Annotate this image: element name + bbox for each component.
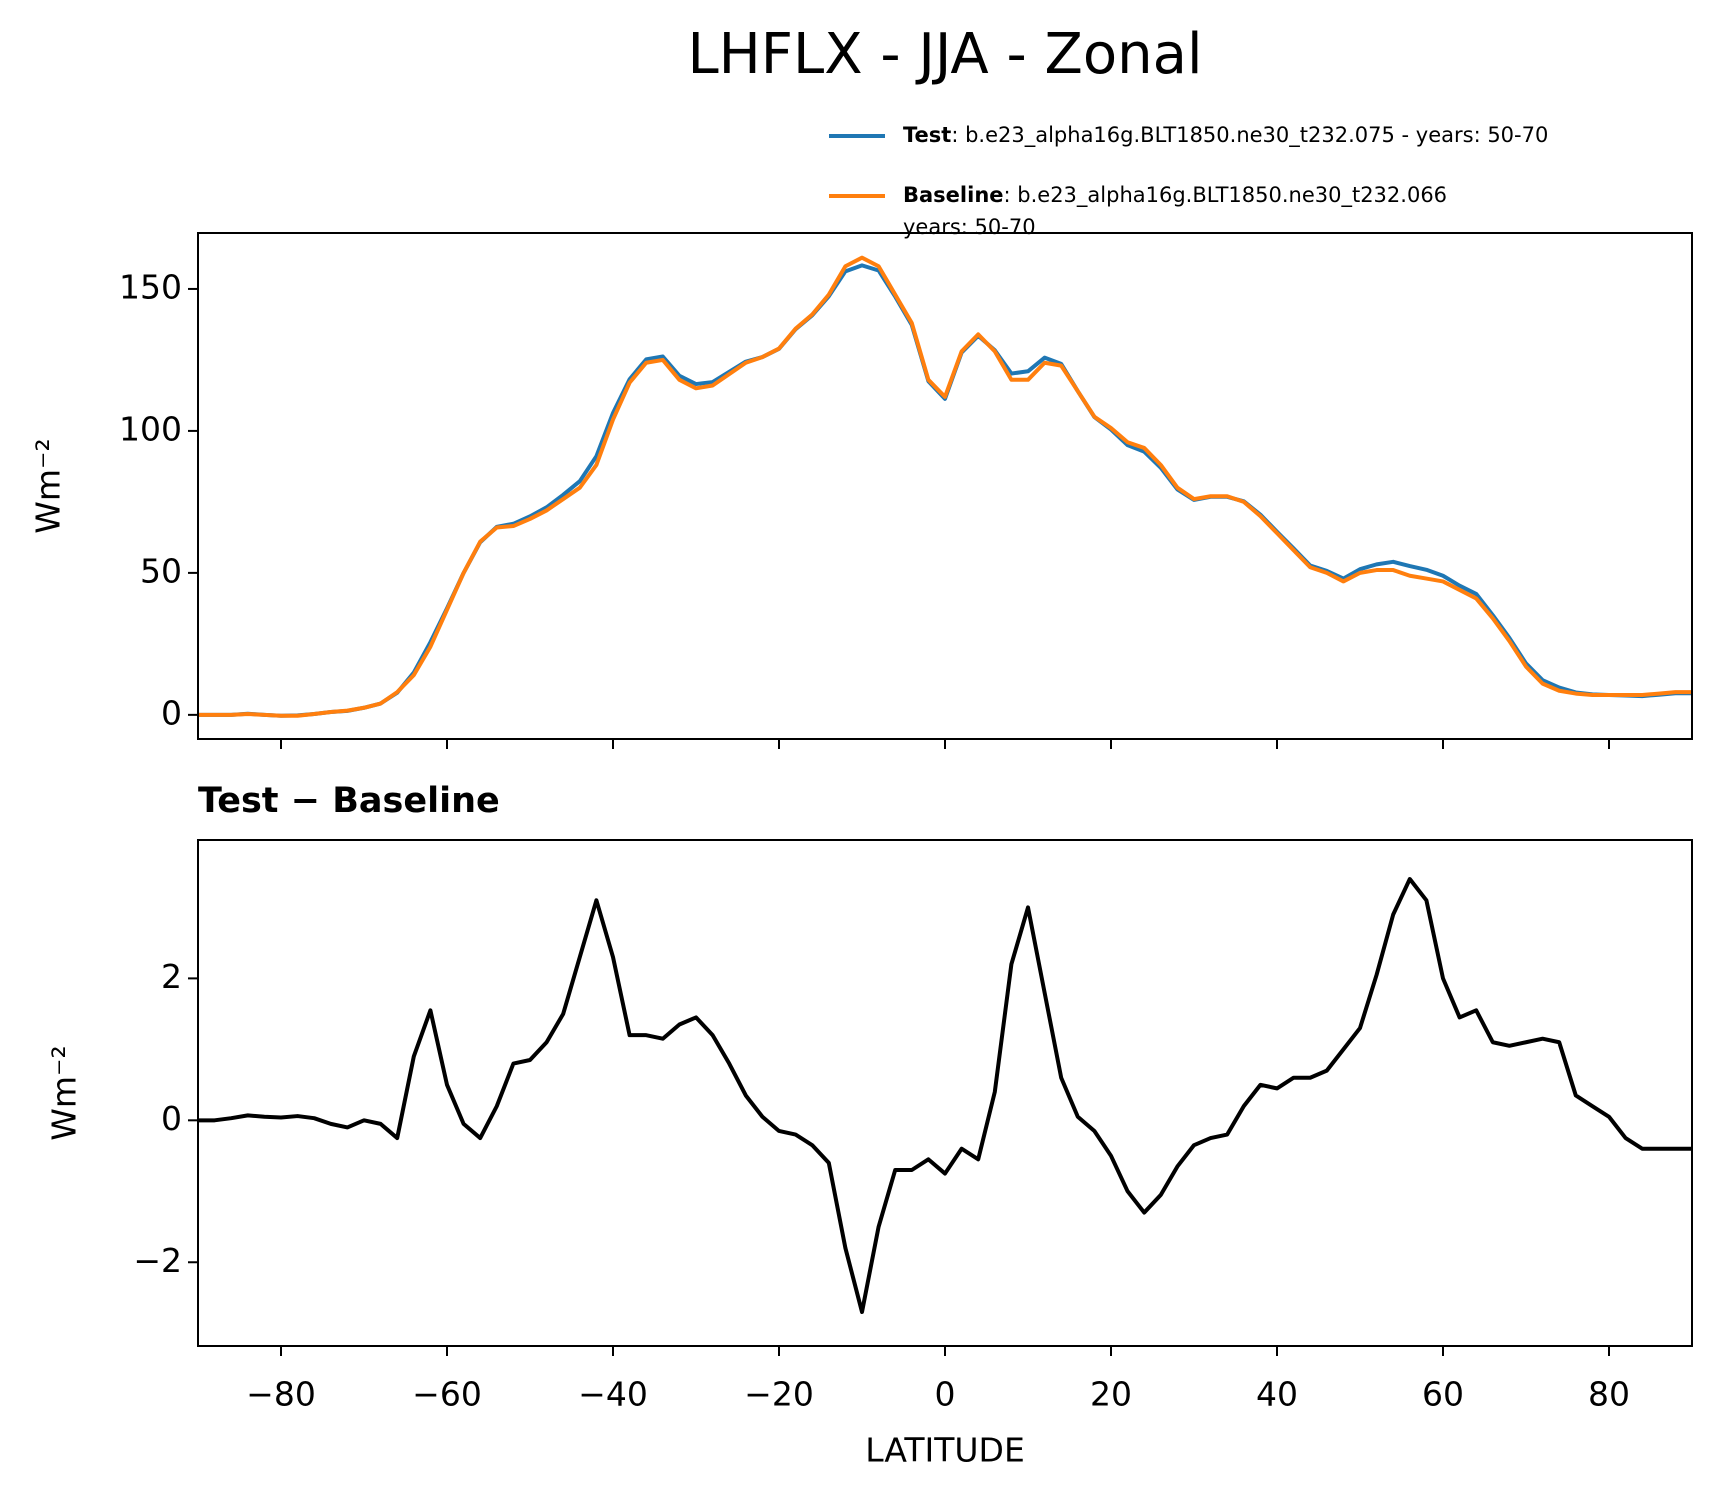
legend-label: Baseline: b.e23_alpha16g.BLT1850.ne30_t2…	[903, 183, 1447, 208]
x-tick-label: 60	[1422, 1375, 1464, 1414]
y-tick-label: 2	[161, 957, 182, 996]
x-tick-label: 40	[1256, 1375, 1298, 1414]
legend-label: Test: b.e23_alpha16g.BLT1850.ne30_t232.0…	[903, 123, 1548, 148]
x-tick-label: −60	[412, 1375, 482, 1414]
x-axis-label: LATITUDE	[865, 1431, 1025, 1470]
x-tick-label: 20	[1090, 1375, 1132, 1414]
legend-description: : b.e23_alpha16g.BLT1850.ne30_t232.075 -…	[951, 123, 1548, 148]
y-tick-label: 150	[119, 267, 182, 306]
data-line	[198, 877, 1692, 1314]
data-line	[198, 255, 1692, 718]
x-tick-label: −40	[578, 1375, 648, 1414]
y-axis-label: Wm⁻²	[45, 1045, 84, 1140]
y-tick-label: 50	[140, 551, 182, 590]
y-tick-label: −2	[133, 1241, 182, 1280]
x-tick-label: −80	[246, 1375, 316, 1414]
panel-title: Test − Baseline	[198, 781, 500, 821]
legend-name: Baseline	[903, 183, 1004, 207]
axes-frame	[197, 232, 1693, 740]
y-axis-label: Wm⁻²	[29, 438, 68, 533]
axes-frame	[197, 839, 1693, 1347]
y-tick-label: 100	[119, 409, 182, 448]
y-tick-label: 0	[161, 1099, 182, 1138]
legend-name: Test	[903, 123, 951, 147]
x-tick-label: −20	[744, 1375, 814, 1414]
x-tick-label: 0	[935, 1375, 956, 1414]
y-tick-label: 0	[161, 693, 182, 732]
x-tick-label: 80	[1588, 1375, 1630, 1414]
legend-description: : b.e23_alpha16g.BLT1850.ne30_t232.066	[1004, 183, 1448, 208]
figure-title: LHFLX - JJA - Zonal	[687, 22, 1202, 87]
legend-description: years: 50-70	[903, 215, 1036, 239]
